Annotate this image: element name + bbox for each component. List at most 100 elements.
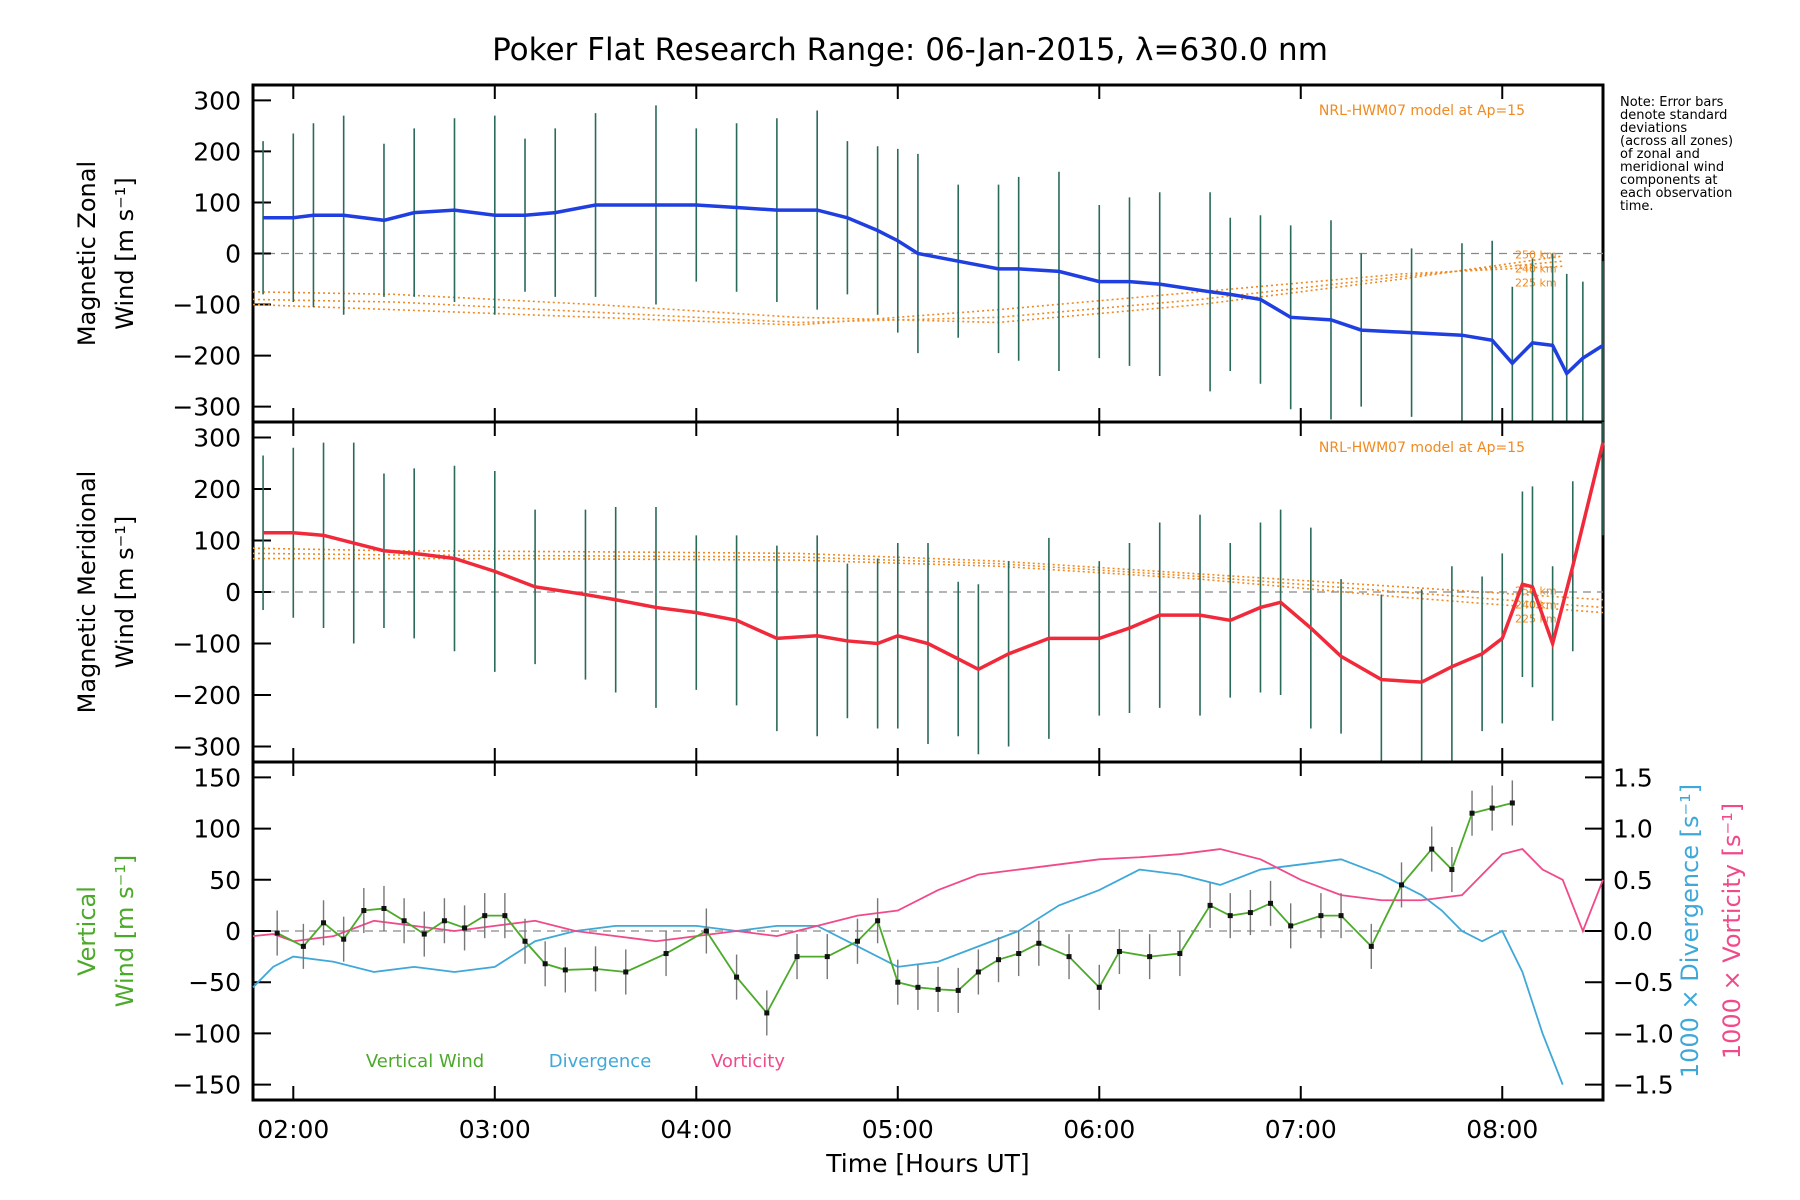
y-tick-label: 150 [193, 763, 241, 792]
vertical-wind-point [764, 1010, 770, 1016]
vertical-wind-point [1509, 800, 1515, 806]
model-altitude-label: 225 km [1515, 277, 1557, 290]
y-tick-label: 0 [225, 578, 241, 607]
x-tick-label: 04:00 [660, 1115, 732, 1144]
vertical-wind-point [1066, 954, 1072, 960]
vertical-wind-point [401, 918, 407, 924]
meridional-wind-line [263, 442, 1605, 684]
vertical-wind-point [734, 974, 740, 980]
vertical-wind-point [593, 966, 599, 972]
vertical-wind-point [794, 954, 800, 960]
vertical-wind-point [321, 920, 327, 926]
vertical-wind-point [1247, 910, 1253, 916]
y-tick-label: −200 [172, 681, 241, 710]
model-altitude-label: 240 km [1515, 599, 1557, 612]
y-tick-label: 300 [193, 423, 241, 452]
vertical-wind-point [1147, 954, 1153, 960]
vertical-wind-point [361, 908, 367, 914]
y-tick-label: −50 [188, 968, 241, 997]
zonal-wind-line [263, 203, 1604, 377]
y-tick-label: −100 [172, 291, 241, 320]
vertical-wind-point [462, 925, 468, 931]
chart-title: Poker Flat Research Range: 06-Jan-2015, … [492, 32, 1328, 68]
vertical-wind-point [975, 969, 981, 975]
y2-axis-label-vorticity: 1000 × Vorticity [s⁻¹] [1718, 803, 1746, 1059]
y2-tick-label: 0.5 [1613, 866, 1653, 895]
legend-divergence: Divergence [549, 1051, 652, 1072]
vertical-wind-point [1489, 805, 1495, 811]
divergence-line [252, 858, 1564, 1085]
vertical-wind-point [562, 967, 568, 973]
vertical-wind-point [274, 930, 280, 936]
vertical-wind-point [1338, 913, 1344, 919]
x-tick-label: 05:00 [862, 1115, 934, 1144]
vertical-wind-point [1116, 948, 1122, 954]
y-axis-label: Magnetic Zonal [73, 161, 101, 346]
y-tick-label: 0 [225, 917, 241, 946]
model-curve [252, 265, 1563, 326]
y2-tick-label: 1.0 [1613, 815, 1653, 844]
y2-tick-label: 1.5 [1613, 763, 1653, 792]
vertical-wind-point [502, 913, 508, 919]
vertical-wind-point [703, 928, 709, 934]
model-curve [252, 260, 1563, 324]
y-tick-label: 100 [193, 188, 241, 217]
vertical-wind-point [300, 943, 306, 949]
vertical-wind-point [441, 918, 447, 924]
model-altitude-label: 250 km [1515, 249, 1557, 262]
y-axis-label: Wind [m s⁻¹] [111, 177, 139, 329]
y2-axis-label-divergence: 1000 × Divergence [s⁻¹] [1676, 784, 1704, 1078]
vertical-wind-point [1207, 902, 1213, 908]
vertical-wind-point [522, 938, 528, 944]
vertical-wind-point [895, 979, 901, 985]
vertical-wind-point [875, 918, 881, 924]
x-tick-label: 07:00 [1265, 1115, 1337, 1144]
vertical-wind-point [915, 984, 921, 990]
vorticity-line [252, 848, 1604, 943]
y-tick-label: 200 [193, 475, 241, 504]
x-tick-label: 08:00 [1466, 1115, 1538, 1144]
vertical-wind-point [421, 931, 427, 937]
y2-tick-label: 0.0 [1613, 917, 1653, 946]
vertical-wind-point [1429, 846, 1435, 852]
vertical-wind-point [482, 913, 488, 919]
x-tick-label: 03:00 [459, 1115, 531, 1144]
y-tick-label: −300 [172, 733, 241, 762]
y2-tick-label: −0.5 [1613, 968, 1674, 997]
legend-vertical-wind: Vertical Wind [366, 1051, 484, 1072]
vertical-wind-point [1036, 940, 1042, 946]
model-curve [253, 557, 1604, 614]
y-tick-label: −150 [172, 1071, 241, 1100]
y-tick-label: 0 [225, 240, 241, 269]
vertical-wind-point [1227, 913, 1233, 919]
model-label: NRL-HWM07 model at Ap=15 [1319, 440, 1525, 456]
vertical-wind-point [341, 936, 347, 942]
y2-tick-label: −1.5 [1613, 1071, 1674, 1100]
y-axis-label: Magnetic Meridional [73, 471, 101, 714]
vertical-wind-point [935, 986, 941, 992]
vertical-wind-point [854, 938, 860, 944]
vertical-wind-point [381, 905, 387, 911]
y-tick-label: 100 [193, 526, 241, 555]
x-tick-label: 02:00 [257, 1115, 329, 1144]
y-axis-label-vertical: Vertical [73, 886, 101, 976]
vertical-wind-point [1268, 900, 1274, 906]
vertical-wind-point [824, 954, 830, 960]
y-axis-label: Wind [m s⁻¹] [111, 516, 139, 668]
y-axis-label-wind: Wind [m s⁻¹] [111, 855, 139, 1007]
vertical-wind-point [623, 969, 629, 975]
y2-tick-label: −1.0 [1613, 1019, 1674, 1048]
vertical-wind-point [955, 987, 961, 993]
vertical-wind-point [1368, 943, 1374, 949]
vertical-wind-point [1096, 984, 1102, 990]
vertical-wind-point [996, 957, 1002, 963]
model-curve [252, 552, 1604, 609]
vertical-wind-point [542, 961, 548, 967]
vertical-wind-point [1449, 867, 1455, 873]
model-label: NRL-HWM07 model at Ap=15 [1319, 103, 1525, 119]
y-tick-label: 300 [193, 86, 241, 115]
y-tick-label: −100 [172, 1019, 241, 1048]
x-tick-label: 06:00 [1063, 1115, 1135, 1144]
vertical-wind-point [1469, 810, 1475, 816]
